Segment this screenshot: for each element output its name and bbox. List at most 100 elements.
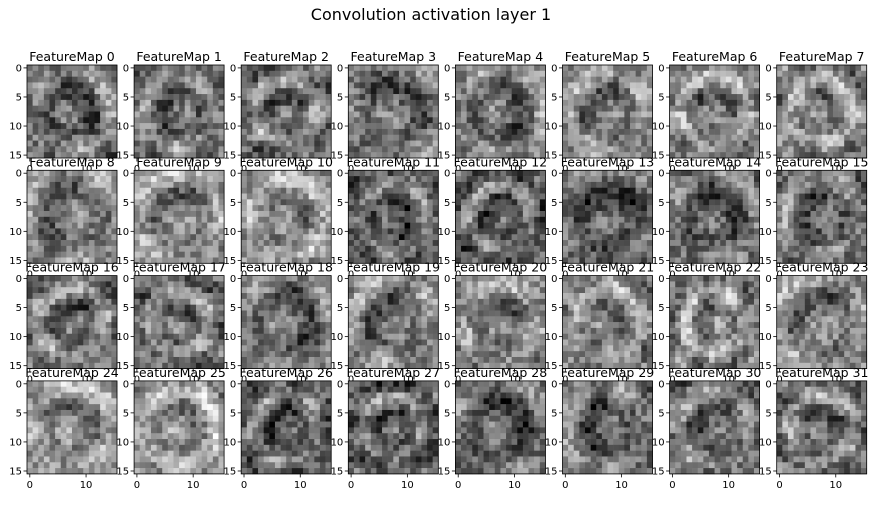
heatmap-cell xyxy=(27,199,33,206)
heatmap-cell xyxy=(195,351,202,358)
heatmap-cell xyxy=(212,128,219,136)
heatmap-cell xyxy=(263,287,270,294)
heatmap-cell xyxy=(303,117,309,124)
heatmap-cell xyxy=(432,170,439,177)
heatmap-cell xyxy=(398,111,405,118)
heatmap-cell xyxy=(365,187,372,194)
heatmap-cell xyxy=(838,234,845,241)
heatmap-cell xyxy=(787,210,794,218)
heatmap-cell xyxy=(134,362,141,369)
heatmap-cell xyxy=(348,70,355,77)
heatmap-cell xyxy=(680,65,687,72)
heatmap-cell xyxy=(753,257,760,264)
heatmap-cell xyxy=(466,257,473,264)
heatmap-cell xyxy=(776,240,783,247)
heatmap-cell xyxy=(319,181,326,189)
heatmap-cell xyxy=(269,216,276,223)
heatmap-cell xyxy=(635,245,642,252)
heatmap-cell xyxy=(725,193,732,200)
heatmap-cell xyxy=(748,216,755,223)
heatmap-cell xyxy=(748,140,755,147)
heatmap-cell xyxy=(517,76,524,83)
heatmap-cell xyxy=(624,170,631,177)
heatmap-cell xyxy=(139,240,146,247)
heatmap-cell xyxy=(303,251,309,258)
heatmap-cell xyxy=(32,275,39,282)
heatmap-cell xyxy=(522,205,529,212)
heatmap-cell xyxy=(410,140,417,147)
heatmap-cell xyxy=(66,222,73,229)
heatmap-cell xyxy=(810,245,817,252)
heatmap-cell xyxy=(88,117,95,124)
heatmap-cell xyxy=(94,327,101,335)
heatmap-cell xyxy=(94,351,101,358)
heatmap-cell xyxy=(590,82,597,89)
heatmap-cell xyxy=(624,251,631,258)
heatmap-cell xyxy=(201,257,208,264)
heatmap-cell xyxy=(804,65,811,72)
heatmap-cell xyxy=(179,146,186,153)
heatmap-cell xyxy=(753,181,760,189)
heatmap-cell xyxy=(720,222,727,229)
heatmap-cell xyxy=(201,234,208,241)
heatmap-cell xyxy=(94,152,101,159)
heatmap-cell xyxy=(613,105,620,112)
heatmap-cell xyxy=(635,152,642,159)
heatmap-cell xyxy=(432,240,439,247)
heatmap-cell xyxy=(111,128,118,136)
heatmap-cell xyxy=(810,88,817,95)
heatmap-cell xyxy=(601,181,608,189)
heatmap-cell xyxy=(686,222,693,229)
heatmap-cell xyxy=(145,70,152,77)
heatmap-cell xyxy=(398,146,405,153)
heatmap-cell xyxy=(246,275,253,282)
heatmap-cell xyxy=(725,216,732,223)
heatmap-cell xyxy=(393,70,400,77)
heatmap-cell xyxy=(241,134,248,141)
heatmap-cell xyxy=(753,99,760,106)
heatmap-cell xyxy=(218,70,225,77)
heatmap-cell xyxy=(821,111,828,118)
heatmap-cell xyxy=(105,240,112,247)
heatmap-cell xyxy=(601,193,608,200)
heatmap-cell xyxy=(32,287,39,294)
heatmap-cell xyxy=(415,146,422,153)
heatmap-cell xyxy=(731,146,738,153)
heatmap-cell xyxy=(742,65,749,72)
heatmap-cell xyxy=(466,111,473,118)
heatmap-cell xyxy=(263,245,270,252)
heatmap-cell xyxy=(246,257,253,264)
heatmap-cell xyxy=(517,251,524,258)
heatmap-cell xyxy=(494,245,501,252)
heatmap-cell xyxy=(370,111,377,118)
heatmap-cell xyxy=(725,205,732,212)
heatmap-cell xyxy=(731,245,738,252)
heatmap-cell xyxy=(613,146,620,153)
heatmap-cell xyxy=(94,293,101,300)
heatmap-cell xyxy=(319,82,326,89)
heatmap-cell xyxy=(325,152,332,159)
heatmap-cell xyxy=(838,82,845,89)
heatmap-cell xyxy=(72,111,78,118)
heatmap-cell xyxy=(461,199,467,206)
heatmap-cell xyxy=(308,287,315,294)
heatmap-cell xyxy=(742,245,749,252)
heatmap-cell xyxy=(596,210,603,218)
heatmap-cell xyxy=(246,310,253,317)
heatmap-cell xyxy=(573,181,580,189)
heatmap-cell xyxy=(387,251,394,258)
heatmap-cell xyxy=(528,88,535,95)
heatmap-cell xyxy=(297,251,304,258)
heatmap-cell xyxy=(669,193,676,200)
heatmap-cell xyxy=(641,245,648,252)
heatmap-cell xyxy=(212,216,219,223)
heatmap-cell xyxy=(855,234,862,241)
heatmap-cell xyxy=(43,210,50,218)
heatmap-cell xyxy=(145,82,152,89)
heatmap-cell xyxy=(286,140,293,147)
heatmap-cell xyxy=(190,339,197,346)
heatmap-cell xyxy=(861,210,867,218)
heatmap-cell xyxy=(105,176,112,183)
heatmap-cell xyxy=(573,128,580,136)
heatmap-cell xyxy=(207,351,214,358)
